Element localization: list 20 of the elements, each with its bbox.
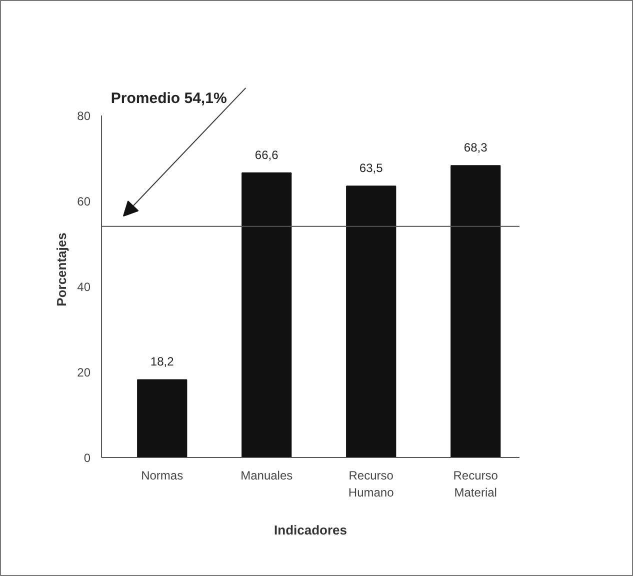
bar xyxy=(346,186,396,458)
y-tick-label: 60 xyxy=(77,194,91,209)
data-label: 68,3 xyxy=(464,140,488,155)
y-tick-label: 0 xyxy=(84,451,91,465)
x-tick-label: Recurso Material xyxy=(453,468,498,500)
bar xyxy=(242,172,292,458)
bar xyxy=(450,165,501,458)
y-axis-title: Porcentajes xyxy=(54,232,70,306)
x-tick-label: Manuales xyxy=(240,468,293,482)
data-label: 18,2 xyxy=(150,354,174,369)
data-label: 63,5 xyxy=(359,161,384,176)
x-tick-label: Normas xyxy=(141,468,184,482)
y-tick-label: 20 xyxy=(77,366,91,380)
y-tick-label: 80 xyxy=(77,109,91,124)
x-tick-label: Recurso Humano xyxy=(348,468,394,500)
text: Promedio 54,1% xyxy=(110,90,227,108)
bar xyxy=(137,379,188,458)
x-axis-title: Indicadores xyxy=(274,522,347,538)
data-label: 66,6 xyxy=(254,148,279,162)
y-tick-label: 40 xyxy=(77,280,91,294)
